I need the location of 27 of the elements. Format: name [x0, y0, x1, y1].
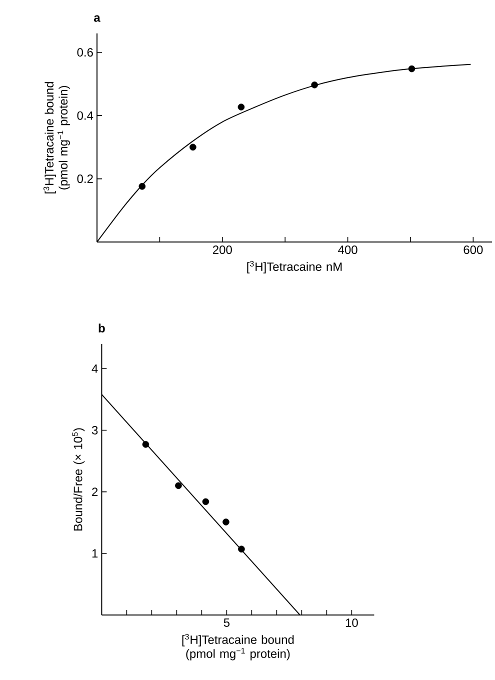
y-tick-label: 2 [92, 488, 98, 496]
x-tick-label: 5 [224, 618, 230, 627]
x-tick-label: 400 [338, 246, 358, 254]
x-tick-label: 200 [212, 246, 232, 254]
y-tick-label: 3 [92, 426, 98, 434]
y-axis-title: Bound/Free (× 10$^{5}$) [72, 428, 85, 531]
y-tick-label: 0.6 [77, 48, 93, 57]
x-axis-title: [$^{3}$H]Tetracaine nM [247, 260, 342, 274]
point [142, 440, 150, 448]
point [238, 104, 245, 110]
point [311, 82, 318, 88]
x-tick-label: 600 [464, 246, 483, 254]
point [175, 482, 182, 490]
x-axis-title: [$^{3}$H]Tetracaine bound (pmol mg$^{−1}$ protein) [182, 634, 294, 660]
point [408, 65, 416, 72]
y-tick-label: 0.2 [77, 174, 93, 184]
point [238, 546, 245, 552]
y-tick-label: 1 [92, 549, 98, 558]
point [222, 518, 230, 526]
y-tick-label: 0.4 [77, 111, 94, 120]
chart-title: b [98, 324, 105, 332]
point [138, 182, 146, 190]
y-tick-label: 4 [92, 364, 98, 373]
point [202, 498, 210, 506]
point [190, 144, 196, 151]
x-tick-label: 10 [346, 618, 358, 628]
chart-title: a [94, 15, 100, 22]
